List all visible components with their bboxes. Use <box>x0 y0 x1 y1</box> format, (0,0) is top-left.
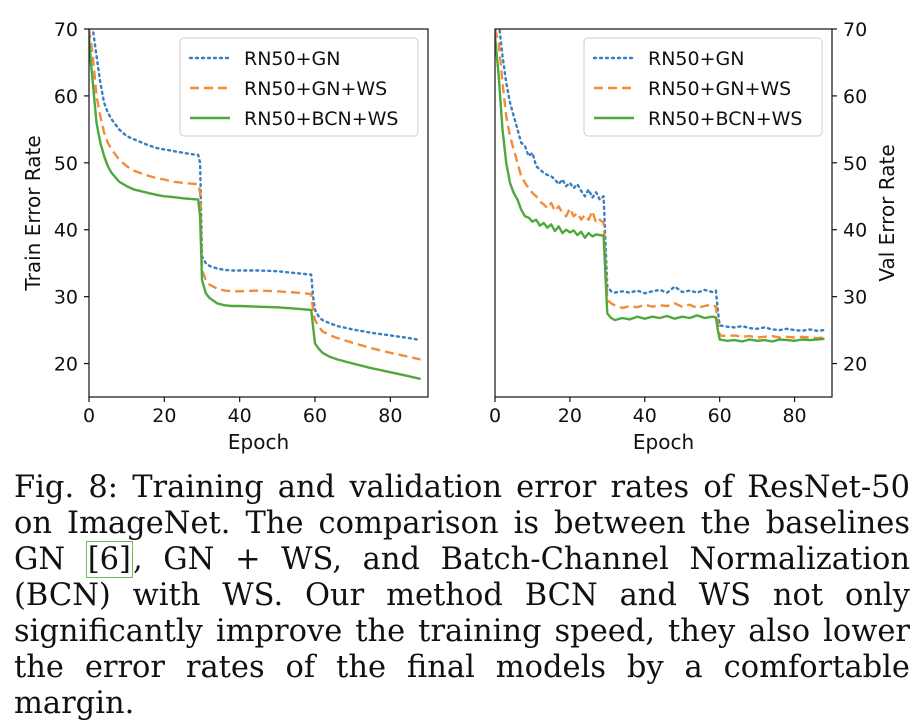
x-tick-label: 20 <box>152 405 176 427</box>
y-axis-label: Train Error Rate <box>21 135 45 291</box>
caption-label: Fig. 8: <box>14 470 118 505</box>
x-axis-label: Epoch <box>228 430 289 454</box>
legend-label: RN50+GN <box>244 48 340 70</box>
series-line-rn50-bcn-ws <box>495 35 825 343</box>
train-error-chart: 0 20 40 60 80 20 30 40 50 60 70 Epoch Train Error Ra… <box>21 19 429 454</box>
legend-box <box>179 37 419 137</box>
x-tick-label: 0 <box>83 405 95 427</box>
plot-frame <box>494 28 833 398</box>
series-line-rn50-gn <box>91 29 422 342</box>
x-tick-label: 40 <box>228 405 252 427</box>
y-tick-label: 40 <box>54 220 78 242</box>
caption-text: Training and validation error rates of R… <box>14 470 910 577</box>
series-line-rn50-gn-ws <box>495 29 825 340</box>
x-tick-label: 80 <box>378 405 402 427</box>
x-axis-label: Epoch <box>633 430 694 454</box>
y-tick-label: 40 <box>843 220 867 242</box>
series-line-rn50-gn <box>498 29 826 332</box>
caption-text-continued: , GN + WS, and Batch-Channel Normalizati… <box>14 542 910 721</box>
x-tick-label: 20 <box>558 405 582 427</box>
y-tick-label: 30 <box>54 287 78 309</box>
series-line-rn50-bcn-ws <box>89 35 421 381</box>
y-tick-label: 50 <box>843 153 867 175</box>
y-tick-label: 20 <box>54 354 78 376</box>
legend-label: RN50+BCN+WS <box>244 108 398 130</box>
y-tick-label: 70 <box>843 19 867 41</box>
legend-label: RN50+GN+WS <box>648 78 791 100</box>
val-error-chart: 0 20 40 60 80 20 30 40 50 60 70 Epoch Val Error Rate… <box>489 19 899 454</box>
y-tick-label: 60 <box>843 86 867 108</box>
figure: 0 20 40 60 80 20 30 40 50 60 70 Epoch Train Error Ra… <box>21 19 899 454</box>
x-tick-label: 60 <box>708 405 732 427</box>
y-tick-label: 50 <box>54 153 78 175</box>
x-tick-label: 0 <box>489 405 501 427</box>
series-line-rn50-gn-ws <box>89 29 421 361</box>
legend-label: RN50+BCN+WS <box>648 108 802 130</box>
figure-caption: Fig. 8: Training and validation error ra… <box>14 470 910 722</box>
y-axis-label: Val Error Rate <box>875 144 899 281</box>
y-tick-label: 70 <box>54 19 78 41</box>
legend-label: RN50+GN+WS <box>244 78 387 100</box>
y-tick-label: 20 <box>843 354 867 376</box>
plot-frame <box>88 28 429 398</box>
legend-box <box>583 37 823 137</box>
y-tick-label: 30 <box>843 287 867 309</box>
x-tick-label: 80 <box>782 405 806 427</box>
x-tick-label: 40 <box>633 405 657 427</box>
legend-label: RN50+GN <box>648 48 744 70</box>
citation-link[interactable]: [6] <box>85 541 133 578</box>
x-tick-label: 60 <box>303 405 327 427</box>
y-tick-label: 60 <box>54 86 78 108</box>
